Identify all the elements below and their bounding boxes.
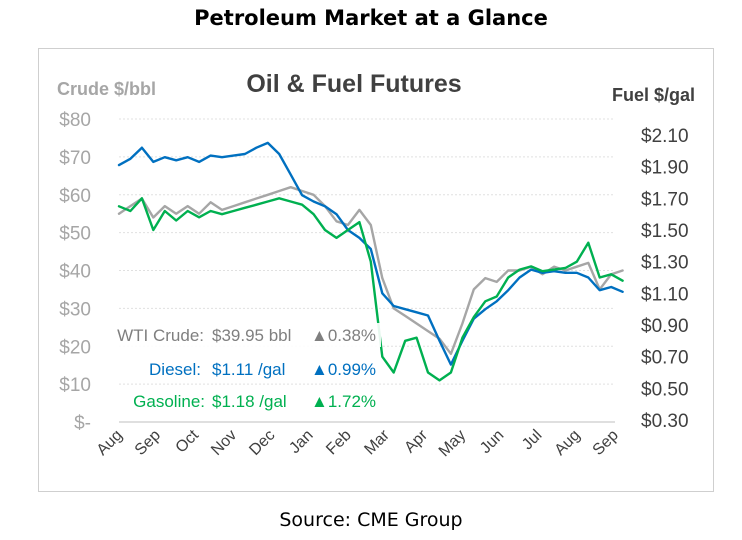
right-tick-label: $1.10 (641, 284, 689, 305)
left-tick-label: $50 (59, 224, 91, 245)
left-tick-label: $70 (59, 148, 91, 169)
right-tick-label: $1.90 (641, 158, 689, 179)
right-tick-label: $0.70 (641, 348, 689, 369)
annotation-change: ▲1.72% (311, 392, 376, 411)
x-tick-label: Jun (477, 427, 507, 457)
left-tick-label: $10 (59, 375, 91, 396)
x-tick-label: Jan (286, 427, 316, 457)
x-tick-label: Nov (208, 427, 240, 459)
annotation-background (103, 389, 381, 413)
x-tick-label: Dec (246, 427, 278, 459)
x-tick-label: Jul (519, 427, 545, 453)
right-axis-label: Fuel $/gal (612, 85, 695, 105)
x-tick-label: Oct (173, 426, 203, 456)
annotation-background (103, 357, 381, 381)
right-tick-label: $0.90 (641, 316, 689, 337)
left-tick-label: $- (74, 413, 91, 434)
x-tick-label: Sep (590, 427, 622, 459)
annotation-value: $1.11 /gal (212, 360, 285, 379)
series-line-gasoline (117, 197, 624, 382)
chart-frame: Oil & Fuel Futures Crude $/bbl Fuel $/ga… (38, 48, 714, 492)
page-title: Petroleum Market at a Glance (194, 6, 548, 30)
annotation-label: Gasoline: (133, 392, 205, 411)
left-axis-label: Crude $/bbl (57, 79, 156, 99)
left-tick-label: $20 (59, 337, 91, 358)
right-tick-label: $1.70 (641, 189, 689, 210)
annotation-label: WTI Crude: (117, 326, 204, 345)
right-tick-label: $0.30 (641, 411, 689, 432)
oil-fuel-futures-chart: Oil & Fuel Futures Crude $/bbl Fuel $/ga… (57, 70, 695, 460)
right-tick-label: $2.10 (641, 126, 689, 147)
left-tick-label: $40 (59, 262, 91, 283)
x-tick-label: Mar (361, 426, 393, 458)
x-tick-label: May (436, 427, 469, 460)
x-tick-label: Aug (552, 427, 584, 459)
x-tick-label: Sep (132, 427, 164, 459)
annotation-value: $1.18 /gal (212, 392, 287, 411)
right-tick-label: $1.50 (641, 221, 689, 242)
left-tick-label: $80 (59, 110, 91, 131)
x-tick-label: Aug (94, 427, 126, 459)
annotation-background (103, 323, 381, 347)
right-tick-label: $1.30 (641, 253, 689, 274)
left-tick-label: $30 (59, 299, 91, 320)
chart-title: Oil & Fuel Futures (246, 70, 461, 98)
x-tick-label: Apr (401, 426, 431, 456)
annotation-change: ▲0.99% (311, 360, 376, 379)
annotation-label: Diesel: (149, 360, 201, 379)
left-tick-label: $60 (59, 186, 91, 207)
source-note: Source: CME Group (279, 509, 463, 531)
annotation-value: $39.95 bbl (212, 326, 291, 345)
series-line-diesel (117, 141, 624, 366)
x-tick-label: Feb (323, 427, 355, 459)
annotation-change: ▲0.38% (311, 326, 376, 345)
right-tick-label: $0.50 (641, 379, 689, 400)
